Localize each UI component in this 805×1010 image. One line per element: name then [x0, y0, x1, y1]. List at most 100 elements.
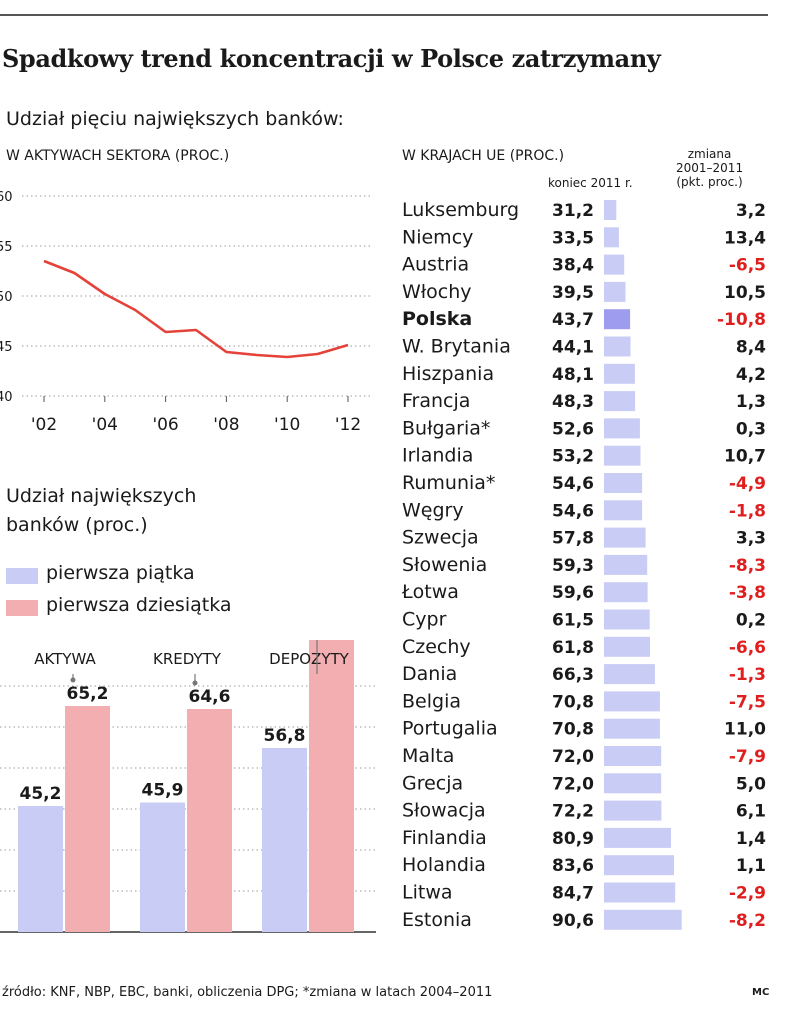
- eu-bar: [604, 554, 648, 575]
- eu-row: Bułgaria* 52,6 0,3: [402, 417, 766, 439]
- value-label: 44,1: [552, 338, 594, 358]
- eu-bar: [604, 718, 660, 739]
- y-tick-label: 55: [0, 240, 13, 255]
- change-label: 4,2: [736, 365, 766, 385]
- change-label: 1,1: [736, 856, 766, 876]
- legend-label: pierwsza piątka: [46, 562, 195, 584]
- country-label: Słowacja: [402, 800, 486, 822]
- category-label: DEPOZYTY: [269, 650, 349, 668]
- eu-bar: [604, 445, 641, 466]
- country-label: Niemcy: [402, 226, 473, 248]
- y-tick-label: 50: [0, 290, 13, 305]
- country-label: Włochy: [402, 281, 472, 303]
- bar-value-label: 45,9: [142, 781, 184, 801]
- change-label: -8,3: [729, 556, 766, 576]
- eu-row: Cypr 61,5 0,2: [402, 609, 766, 631]
- eu-row: Włochy 39,5 10,5: [402, 281, 766, 303]
- leader-dot: [192, 680, 198, 686]
- category-label: KREDYTY: [153, 650, 222, 668]
- country-label: Belgia: [402, 690, 461, 712]
- value-label: 43,7: [552, 310, 594, 330]
- eu-bar: [604, 363, 635, 384]
- change-label: -1,3: [729, 665, 766, 685]
- country-label: Grecja: [402, 772, 463, 794]
- bar-group: 45,9 64,6 KREDYTY: [140, 650, 232, 932]
- eu-bar: [604, 746, 662, 766]
- eu-row: Litwa 84,7 -2,9: [402, 882, 766, 904]
- value-label: 72,0: [552, 747, 594, 767]
- eu-row: Grecja 72,0 5,0: [402, 772, 766, 794]
- value-label: 70,8: [552, 692, 594, 712]
- page-title: Spadkowy trend koncentracji w Polsce zat…: [2, 44, 661, 73]
- eu-bar: [604, 909, 682, 930]
- bar-top5: [18, 806, 63, 932]
- value-label: 72,2: [552, 802, 594, 822]
- value-label: 54,6: [552, 474, 594, 494]
- eu-bar: [604, 527, 646, 548]
- x-tick-label: '06: [152, 415, 178, 435]
- eu-bar: [604, 336, 631, 357]
- value-label: 59,3: [552, 556, 594, 576]
- country-label: Finlandia: [402, 827, 487, 849]
- value-label: 33,5: [552, 228, 594, 248]
- change-label: 3,2: [736, 201, 766, 221]
- eu-row: Słowenia 59,3 -8,3: [402, 554, 766, 576]
- x-tick-label: '08: [213, 415, 239, 435]
- eu-row: Niemcy 33,5 13,4: [402, 226, 766, 248]
- eu-row: Hiszpania 48,1 4,2: [402, 363, 766, 385]
- change-header-line: (pkt. proc.): [676, 175, 743, 189]
- bar-value-label: 45,2: [20, 784, 62, 804]
- bar-group: 56,882,1DEPOZYTY: [262, 640, 354, 932]
- grouped-chart-title-line: Udział największych: [6, 485, 197, 507]
- value-label: 54,6: [552, 501, 594, 521]
- change-label: -7,5: [729, 692, 766, 712]
- eu-chart-title: W KRAJACH UE (PROC.): [402, 148, 565, 164]
- bar-top5: [262, 748, 307, 932]
- country-label: Szwecja: [402, 527, 479, 549]
- change-label: 10,7: [724, 447, 766, 467]
- country-label: Łotwa: [401, 581, 459, 603]
- eu-row: Rumunia* 54,6 -4,9: [402, 472, 766, 494]
- category-label: AKTYWA: [34, 650, 96, 668]
- y-tick-label: 60: [0, 190, 13, 205]
- x-tick-label: '10: [274, 415, 300, 435]
- eu-row: Irlandia 53,2 10,7: [402, 445, 766, 467]
- change-label: -3,8: [729, 583, 766, 603]
- value-label: 57,8: [552, 529, 594, 549]
- eu-bar: [604, 582, 648, 603]
- eu-bar: [604, 254, 625, 275]
- y-tick-label: 40: [0, 390, 13, 405]
- eu-row: Holandia 83,6 1,1: [402, 854, 766, 876]
- change-label: -1,8: [729, 501, 766, 521]
- value-label: 84,7: [552, 884, 594, 904]
- change-label: 8,4: [736, 338, 766, 358]
- eu-row: Luksemburg 31,2 3,2: [402, 199, 766, 221]
- change-label: -4,9: [729, 474, 766, 494]
- page-subtitle: Udział pięciu największych banków:: [6, 108, 344, 130]
- eu-row: Węgry 54,6 -1,8: [402, 499, 766, 521]
- value-label: 38,4: [552, 256, 594, 276]
- legend-swatch: [6, 568, 38, 584]
- value-label: 72,0: [552, 774, 594, 794]
- country-label: Austria: [402, 254, 469, 276]
- change-label: -2,9: [729, 884, 766, 904]
- bar-group: 45,2 65,2 AKTYWA: [18, 650, 110, 932]
- bar-top10: [187, 709, 232, 932]
- bar-top5: [140, 802, 185, 932]
- country-label: Francja: [402, 390, 470, 412]
- legend-swatch: [6, 600, 38, 616]
- line-chart-title: W AKTYWACH SEKTORA (PROC.): [6, 148, 230, 164]
- value-label: 52,6: [552, 419, 594, 439]
- value-label: 59,6: [552, 583, 594, 603]
- legend-item-top5: pierwsza piątka: [6, 562, 306, 588]
- country-label: Malta: [402, 745, 454, 767]
- country-label: Bułgaria*: [402, 417, 490, 439]
- line-series: [43, 259, 349, 359]
- value-column-header: koniec 2011 r.: [548, 176, 633, 190]
- value-label: 70,8: [552, 720, 594, 740]
- eu-bar: [604, 281, 626, 302]
- eu-bar: [604, 418, 640, 439]
- value-label: 90,6: [552, 911, 594, 931]
- eu-bar: [604, 855, 674, 876]
- change-label: 10,5: [724, 283, 766, 303]
